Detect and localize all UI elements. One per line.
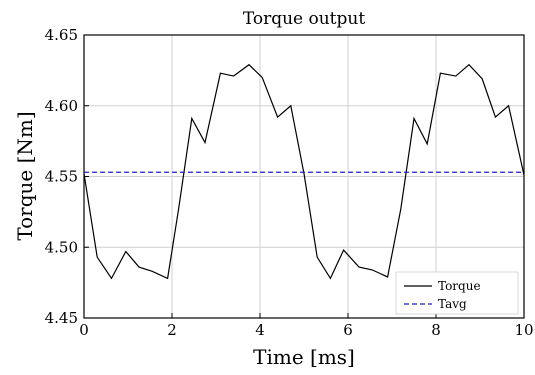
chart-title: Torque output [243, 9, 366, 29]
legend-box [395, 271, 519, 315]
y-tick-labels: 4.45 4.50 4.55 4.60 4.65 [45, 26, 78, 327]
y-axis-label: Torque [Nm] [13, 111, 37, 240]
x-tick-label: 6 [343, 321, 353, 339]
series-layer [83, 63, 525, 280]
x-axis-label: Time [ms] [253, 345, 355, 369]
y-tick-label: 4.65 [45, 26, 78, 44]
y-tick-label: 4.60 [45, 97, 78, 115]
x-tick-label: 0 [79, 321, 89, 339]
x-tick-label: 2 [167, 321, 177, 339]
y-tick-label: 4.50 [45, 238, 78, 256]
legend: Torque Tavg [395, 271, 519, 315]
x-tick-label: 10 [514, 321, 533, 339]
x-tick-label: 4 [255, 321, 265, 339]
legend-label-torque: Torque [438, 279, 481, 293]
x-tick-labels: 0 2 4 6 8 10 [79, 321, 533, 339]
y-tick-label: 4.45 [45, 309, 78, 327]
x-tick-label: 8 [431, 321, 441, 339]
legend-label-tavg: Tavg [438, 297, 467, 311]
series-line-torque [83, 63, 525, 280]
y-tick-label: 4.55 [45, 168, 78, 186]
